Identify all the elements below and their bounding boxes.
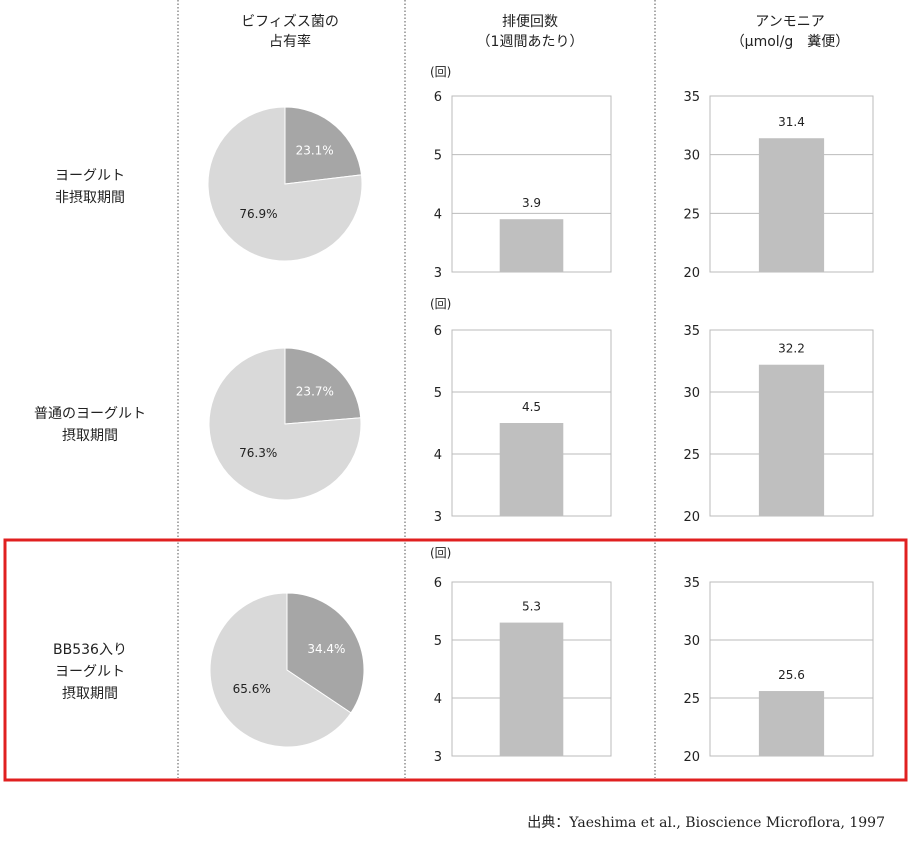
column-header-bifidus: ビフィズス菌の 占有率 xyxy=(241,14,339,50)
bar xyxy=(758,138,825,272)
pie-label: 65.6% xyxy=(233,682,271,696)
pie-slice xyxy=(207,106,363,262)
header-line: 占有率 xyxy=(269,33,311,50)
pie-label: 23.1% xyxy=(296,144,334,158)
y-unit-label: (回) xyxy=(430,546,451,560)
y-unit-label: (回) xyxy=(430,65,451,79)
y-tick-label: 4 xyxy=(434,207,442,222)
y-tick-label: 5 xyxy=(434,634,442,649)
y-tick-label: 5 xyxy=(434,386,442,401)
row-label-line: 非摂取期間 xyxy=(55,190,125,206)
bar xyxy=(499,423,564,516)
charts: 23.1%76.9%34563.9(回)2025303531.423.7%76.… xyxy=(207,65,874,765)
header-line: （1週間あたり） xyxy=(477,34,584,50)
row-label-line: 摂取期間 xyxy=(62,686,118,702)
bar-value-label: 3.9 xyxy=(522,196,541,210)
y-tick-label: 6 xyxy=(434,90,442,105)
y-tick-label: 6 xyxy=(434,576,442,591)
pie-slice xyxy=(284,106,363,185)
y-tick-label: 3 xyxy=(434,266,442,281)
pie-slice xyxy=(208,347,362,501)
row-label-line: ヨーグルト xyxy=(55,168,125,184)
y-tick-label: 25 xyxy=(683,448,700,463)
highlight-frame xyxy=(3,538,908,782)
bar-value-label: 32.2 xyxy=(778,342,805,356)
y-tick-label: 25 xyxy=(683,207,700,222)
header-line: ビフィズス菌の xyxy=(241,14,339,30)
bar-value-label: 5.3 xyxy=(522,600,541,614)
bar-value-label: 4.5 xyxy=(522,400,541,414)
y-tick-label: 4 xyxy=(434,692,442,707)
y-tick-label: 35 xyxy=(683,576,700,591)
pie-label: 34.4% xyxy=(307,642,345,656)
column-header-bowel-movements: 排便回数 （1週間あたり） xyxy=(477,14,584,50)
y-tick-label: 30 xyxy=(683,386,700,401)
y-tick-label: 30 xyxy=(683,634,700,649)
bar xyxy=(758,364,825,516)
header-line: 排便回数 xyxy=(502,14,558,30)
row-label-line: BB536入り xyxy=(53,642,127,658)
pie-slice xyxy=(284,347,362,425)
pie-slice xyxy=(286,592,365,714)
y-unit-label: (回) xyxy=(430,297,451,311)
source-citation: 出典：Yaeshima et al., Bioscience Microflor… xyxy=(527,815,885,831)
y-tick-label: 35 xyxy=(683,324,700,339)
bar xyxy=(499,622,564,756)
y-tick-label: 3 xyxy=(434,510,442,525)
row-label-line: ヨーグルト xyxy=(55,664,125,680)
y-tick-label: 30 xyxy=(683,149,700,164)
header-line: （μmol/g 糞便） xyxy=(731,34,850,50)
y-tick-label: 35 xyxy=(683,90,700,105)
bar xyxy=(499,219,564,272)
row-label-line: 摂取期間 xyxy=(62,428,118,444)
row-label-normal-yogurt: 普通のヨーグルト 摂取期間 xyxy=(34,406,146,444)
header-line: アンモニア xyxy=(755,14,824,30)
y-tick-label: 4 xyxy=(434,448,442,463)
row-label-no-yogurt: ヨーグルト 非摂取期間 xyxy=(55,168,125,206)
y-tick-label: 5 xyxy=(434,149,442,164)
bar-value-label: 25.6 xyxy=(778,668,805,682)
row-label-bb536-yogurt: BB536入り ヨーグルト 摂取期間 xyxy=(53,642,127,702)
y-tick-label: 20 xyxy=(683,266,700,281)
bar-value-label: 31.4 xyxy=(778,115,805,129)
bar xyxy=(758,691,825,756)
y-tick-label: 20 xyxy=(683,750,700,765)
column-header-ammonia: アンモニア （μmol/g 糞便） xyxy=(731,14,850,50)
row-label-line: 普通のヨーグルト xyxy=(34,406,146,422)
y-tick-label: 20 xyxy=(683,510,700,525)
pie-label: 23.7% xyxy=(296,385,334,399)
pie-label: 76.3% xyxy=(239,446,277,460)
y-tick-label: 6 xyxy=(434,324,442,339)
pie-label: 76.9% xyxy=(239,207,277,221)
y-tick-label: 25 xyxy=(683,692,700,707)
y-tick-label: 3 xyxy=(434,750,442,765)
pie-slice xyxy=(209,592,352,748)
